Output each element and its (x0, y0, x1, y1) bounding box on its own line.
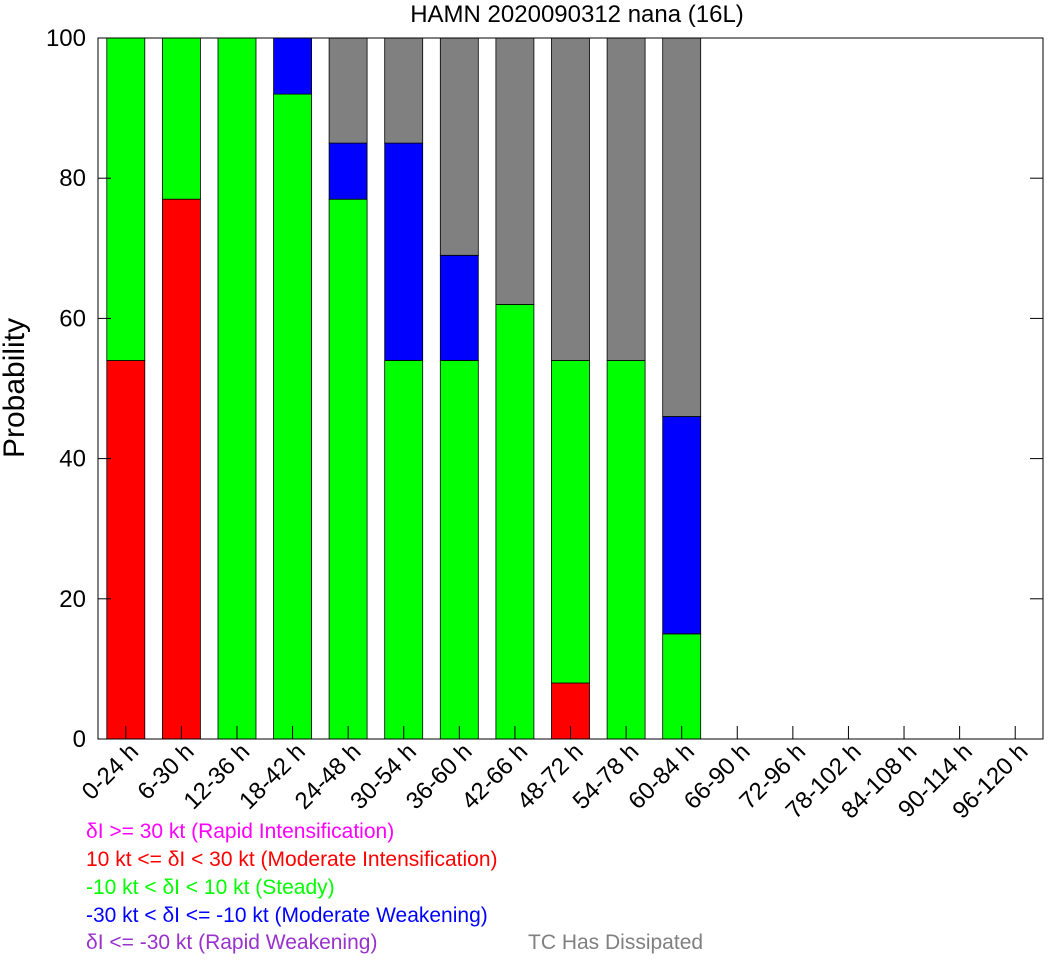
bar-segment-steady (161, 37, 201, 200)
y-tick-label: 0 (73, 726, 86, 753)
y-tick-label: 40 (59, 446, 86, 473)
legend-entry-dissipated: TC Has Dissipated (528, 931, 704, 954)
bar-segment-dissipated (328, 37, 368, 144)
bar-segment-mi (106, 360, 146, 740)
y-tick-label: 80 (59, 165, 86, 192)
chart-title: HAMN 2020090312 nana (16L) (410, 1, 744, 28)
bar-segment-mw (439, 254, 479, 361)
y-tick-label: 100 (46, 25, 86, 52)
bar-segment-mw (328, 142, 368, 200)
bar-segment-steady (217, 37, 257, 740)
bar-segment-dissipated (662, 37, 702, 417)
legend-entry-rapid-weakening: δI <= -30 kt (Rapid Weakening) (86, 931, 378, 954)
bar-segment-steady (106, 37, 146, 361)
y-axis-label: Probability (0, 318, 31, 458)
bar-segment-dissipated (551, 37, 590, 361)
bar-segment-steady (606, 360, 646, 740)
bar-segment-mw (273, 37, 313, 95)
bar-segment-dissipated (606, 37, 646, 361)
y-tick-label: 20 (59, 586, 86, 613)
bar-segment-steady (551, 360, 590, 684)
legend-entry-moderate-weakening: -30 kt < δI <= -10 kt (Moderate Weakenin… (86, 904, 488, 927)
bar-segment-steady (662, 633, 702, 740)
bar-segment-steady (328, 198, 368, 740)
bar-segment-steady (273, 93, 313, 740)
x-tick-label: 0-24 h (77, 738, 144, 805)
legend-entry-steady: -10 kt < δI < 10 kt (Steady) (86, 876, 335, 899)
bar-segment-steady (384, 360, 424, 740)
legend-entry-rapid-intensification: δI >= 30 kt (Rapid Intensification) (86, 820, 395, 843)
bar-segment-mw (384, 142, 424, 361)
bar-segment-mi (161, 198, 201, 740)
legend-entry-moderate-intensification: 10 kt <= δI < 30 kt (Moderate Intensific… (86, 848, 498, 871)
bars-layer (106, 37, 702, 740)
bar-segment-steady (439, 360, 479, 740)
bar-segment-steady (495, 303, 535, 740)
bar-segment-dissipated (495, 37, 535, 305)
bar-segment-dissipated (384, 37, 424, 144)
bar-segment-dissipated (439, 37, 479, 256)
y-tick-label: 60 (59, 305, 86, 332)
bar-segment-mw (662, 416, 702, 635)
